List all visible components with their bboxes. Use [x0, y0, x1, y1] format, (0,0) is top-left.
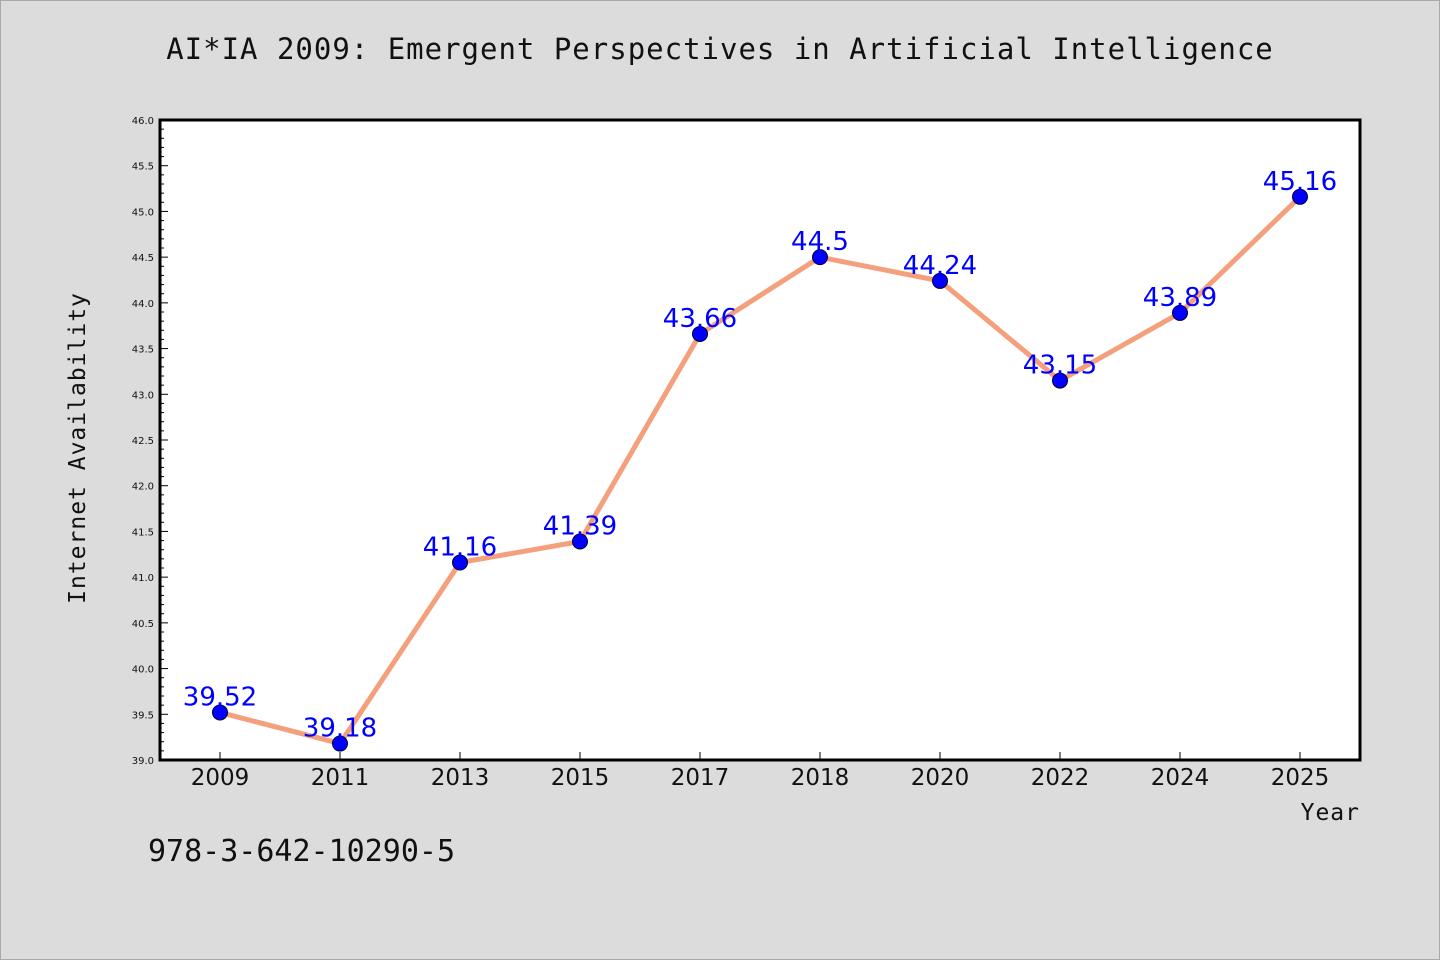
y-tick-label: 46.0 [132, 116, 154, 127]
y-tick-label: 40.0 [132, 665, 154, 676]
data-point [1292, 188, 1308, 205]
y-tick-label: 43.0 [132, 390, 154, 401]
y-tick-label: 40.5 [132, 619, 154, 630]
x-tick-label: 2022 [1031, 765, 1090, 791]
x-axis-title: Year [1301, 800, 1360, 826]
x-tick-label: 2018 [791, 765, 850, 791]
data-point [1172, 304, 1188, 321]
data-label: 39.52 [183, 682, 257, 712]
x-tick-label: 2024 [1151, 765, 1210, 791]
x-tick-label: 2013 [431, 765, 490, 791]
data-label: 43.66 [663, 304, 737, 334]
data-label-layer: 39.52 39.18 41.16 41.39 43.66 44.5 44.24 43.15 4… [183, 167, 1337, 744]
y-axis-title: Internet Availability [65, 292, 91, 604]
x-tick-label: 2017 [671, 765, 730, 791]
x-tick-label: 2015 [551, 765, 610, 791]
data-point [692, 325, 708, 342]
y-axis: 39.0 39.5 40.0 40.5 41.0 41.5 42.0 42.5 43.0 43.5… [132, 116, 168, 767]
y-tick-label: 39.5 [132, 710, 154, 721]
data-label: 41.16 [423, 533, 497, 563]
y-tick-label: 44.5 [132, 253, 154, 264]
series-line [217, 194, 1303, 747]
y-tick-label: 45.0 [132, 207, 154, 218]
series-layer [217, 194, 1303, 747]
data-point [332, 735, 348, 752]
y-tick-label: 41.5 [132, 527, 154, 538]
data-point [452, 554, 468, 571]
x-tick-label: 2011 [311, 765, 370, 791]
data-point [1052, 372, 1068, 389]
data-point [572, 533, 588, 550]
data-label: 43.89 [1143, 283, 1217, 313]
data-label: 43.15 [1023, 351, 1097, 381]
x-tick-label: 2020 [911, 765, 970, 791]
isbn-text: 978-3-642-10290-5 [148, 834, 456, 869]
data-label: 44.5 [791, 227, 849, 257]
data-point [212, 704, 228, 721]
data-point [812, 249, 828, 266]
data-point [932, 272, 948, 289]
data-label: 41.39 [543, 511, 617, 541]
x-tick-label: 2025 [1271, 765, 1330, 791]
y-tick-label: 43.5 [132, 345, 154, 356]
marker-layer [212, 188, 1308, 752]
y-tick-label: 41.0 [132, 573, 154, 584]
y-tick-label: 42.5 [132, 436, 154, 447]
y-tick-label: 44.0 [132, 299, 154, 310]
x-axis: 2009 2011 2013 2015 2017 2018 2020 2022 2024 2025 [191, 752, 1330, 791]
data-label: 45.16 [1263, 167, 1337, 197]
data-label: 44.24 [903, 251, 977, 281]
data-label: 39.18 [303, 714, 377, 744]
y-tick-label: 42.0 [132, 482, 154, 493]
y-tick-label: 39.0 [132, 756, 154, 767]
x-tick-label: 2009 [191, 765, 250, 791]
plot-area [158, 118, 1362, 762]
y-tick-label: 45.5 [132, 162, 154, 173]
chart-title: AI*IA 2009: Emergent Perspectives in Art… [166, 32, 1274, 66]
